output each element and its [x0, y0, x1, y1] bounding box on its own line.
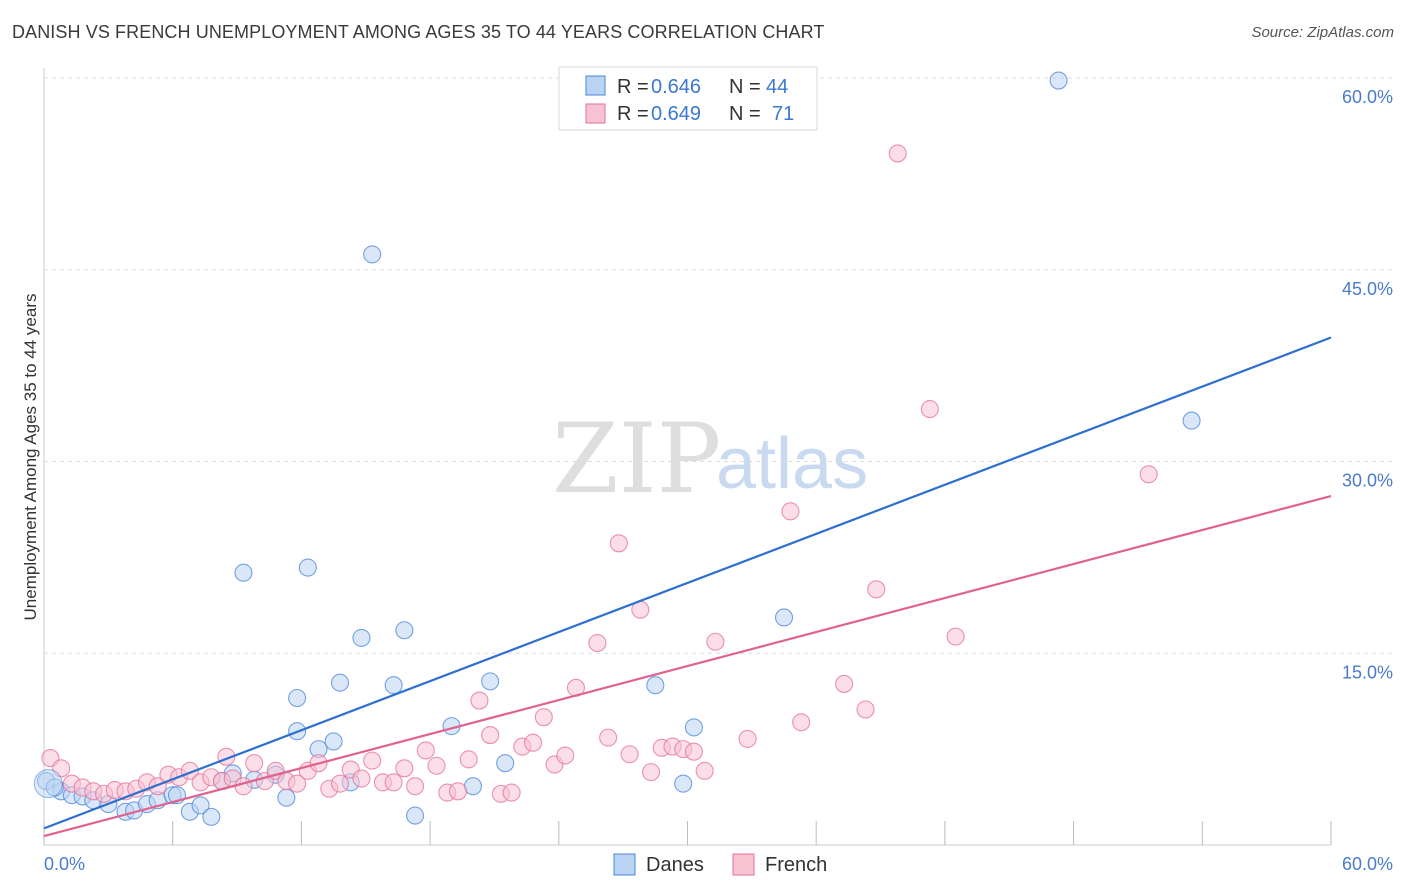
point-french-36 [416, 741, 435, 760]
point-french-41 [470, 691, 489, 710]
point-french-49 [556, 746, 575, 765]
legend-n-label-danes: N = [729, 76, 761, 98]
point-danes-13 [191, 796, 210, 815]
trend-lines [43, 336, 1332, 838]
point-danes-20 [277, 788, 296, 807]
point-french-51 [588, 633, 607, 653]
point-french-46 [524, 733, 543, 752]
point-danes-38 [674, 774, 693, 793]
y-tick-label-0: 15.0% [1342, 662, 1393, 682]
point-french-39 [448, 782, 468, 801]
point-french-61 [695, 761, 714, 780]
legend-r-value-danes: 0.646 [651, 76, 701, 98]
watermark-atlas: atlas [716, 424, 868, 504]
point-french-71 [946, 627, 965, 646]
series-legend-swatch-french [732, 853, 755, 876]
point-french-34 [395, 759, 414, 778]
point-french-19 [234, 777, 253, 796]
chart-title: DANISH VS FRENCH UNEMPLOYMENT AMONG AGES… [12, 22, 825, 42]
point-french-66 [835, 674, 854, 693]
x-tick-label-0: 0.0% [44, 854, 85, 874]
point-french-70 [920, 400, 939, 419]
tick-labels: 15.0% 30.0% 45.0% 60.0% 0.0% 60.0% [44, 87, 1393, 874]
point-danes-31 [395, 621, 414, 640]
point-french-44 [502, 783, 521, 802]
legend-r-label-french: R = [617, 103, 649, 125]
point-french-20 [245, 754, 264, 773]
legend-n-label-french: N = [729, 103, 761, 125]
point-danes-37 [646, 676, 665, 695]
watermark: ZIP atlas [552, 403, 868, 515]
y-axis-title: Unemployment Among Ages 35 to 44 years [21, 294, 40, 621]
legend-r-value-french: 0.649 [651, 103, 701, 125]
point-french-28 [330, 774, 350, 793]
x-tick-label-1: 60.0% [1342, 854, 1393, 874]
trend-line-danes [43, 336, 1332, 830]
point-french-31 [363, 751, 382, 770]
point-french-62 [706, 632, 725, 651]
point-french-52 [599, 728, 618, 747]
point-french-72 [1139, 465, 1158, 484]
axes [43, 68, 1332, 846]
point-french-68 [867, 580, 886, 599]
point-french-67 [856, 700, 875, 719]
point-danes-41 [1049, 71, 1068, 90]
point-danes-cluster [33, 769, 63, 799]
point-danes-26 [330, 673, 350, 692]
y-tick-label-1: 30.0% [1342, 471, 1393, 491]
point-french-30 [352, 769, 371, 788]
point-danes-22 [288, 688, 307, 708]
point-danes-30 [384, 676, 403, 695]
point-danes-32 [406, 806, 425, 825]
point-french-65 [792, 713, 811, 732]
point-french-35 [406, 777, 425, 796]
legend-r-label-danes: R = [617, 76, 649, 98]
point-french-63 [738, 729, 757, 748]
point-danes-34 [463, 777, 483, 796]
series-legend: Danes French [613, 853, 827, 876]
point-danes-17 [234, 563, 253, 582]
point-danes-42 [1182, 411, 1201, 430]
point-french-47 [534, 708, 553, 727]
chart-source: Source: ZipAtlas.com [1251, 24, 1394, 41]
point-french-64 [781, 502, 800, 521]
point-danes-23 [298, 558, 317, 577]
point-french-54 [620, 745, 639, 764]
point-french-24 [288, 774, 307, 793]
point-danes-40 [774, 608, 794, 627]
legend-swatch-french [585, 103, 606, 124]
point-french-37 [427, 756, 446, 775]
point-danes-35 [481, 672, 500, 691]
point-danes-39 [684, 718, 703, 737]
correlation-legend: R = 0.646 N = 44 R = 0.649 N = 71 [558, 66, 818, 131]
point-danes-14 [202, 807, 221, 826]
point-danes-28 [352, 628, 371, 647]
legend-n-value-french: 71 [772, 103, 794, 125]
series-legend-label-french: French [765, 854, 827, 876]
point-danes-29 [363, 245, 382, 264]
point-french-53 [609, 534, 628, 553]
series-legend-label-danes: Danes [646, 854, 704, 876]
gridlines [44, 77, 1392, 654]
point-danes-25 [324, 732, 343, 751]
y-tick-label-2: 45.0% [1342, 279, 1393, 299]
trend-line-french [43, 494, 1332, 838]
point-french-40 [459, 750, 478, 769]
watermark-zip: ZIP [552, 403, 721, 515]
point-french-56 [641, 763, 661, 782]
point-french-69 [888, 144, 907, 163]
point-french-33 [384, 773, 403, 792]
point-french-60 [684, 742, 703, 761]
point-danes-36 [496, 754, 515, 773]
point-french-42 [481, 726, 500, 745]
legend-swatch-danes [585, 75, 606, 96]
y-tick-label-3: 60.0% [1342, 87, 1393, 107]
series-legend-swatch-danes [613, 853, 636, 876]
legend-n-value-danes: 44 [766, 76, 788, 98]
